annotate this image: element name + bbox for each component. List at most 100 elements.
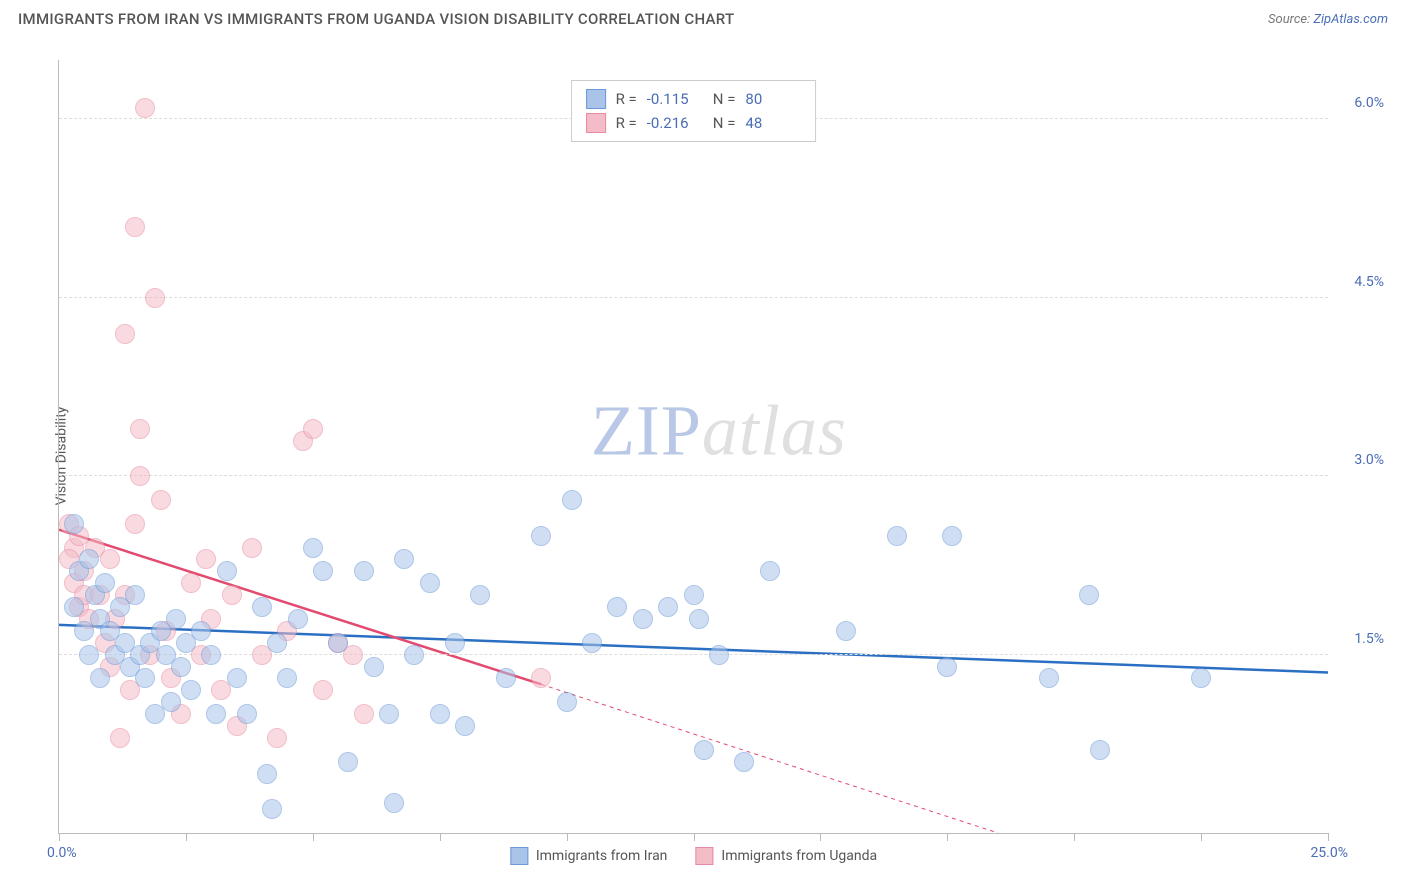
chart-header: IMMIGRANTS FROM IRAN VS IMMIGRANTS FROM … <box>0 0 1406 34</box>
data-point <box>222 585 242 605</box>
data-point <box>135 668 155 688</box>
data-point <box>937 657 957 677</box>
series-legend: Immigrants from Iran Immigrants from Uga… <box>510 847 877 865</box>
data-point <box>582 633 602 653</box>
data-point <box>404 645 424 665</box>
data-point <box>607 597 627 617</box>
data-point <box>262 799 282 819</box>
data-point <box>709 645 729 665</box>
data-point <box>379 704 399 724</box>
data-point <box>496 668 516 688</box>
data-point <box>354 704 374 724</box>
data-point <box>384 793 404 813</box>
data-point <box>1079 585 1099 605</box>
data-point <box>313 680 333 700</box>
data-point <box>151 490 171 510</box>
data-point <box>684 585 704 605</box>
legend-row-uganda: R = -0.216 N = 48 <box>586 111 802 135</box>
x-axis-min-label: 0.0% <box>47 845 77 861</box>
data-point <box>288 609 308 629</box>
data-point <box>227 668 247 688</box>
chart-title: IMMIGRANTS FROM IRAN VS IMMIGRANTS FROM … <box>18 10 734 28</box>
n-value-iran: 80 <box>745 90 801 108</box>
data-point <box>181 680 201 700</box>
x-tick <box>440 833 441 841</box>
data-point <box>1191 668 1211 688</box>
x-tick <box>1074 833 1075 841</box>
plot-area: ZIPatlas R = -0.115 N = 80 R = -0.216 N … <box>58 60 1328 834</box>
data-point <box>95 573 115 593</box>
data-point <box>303 419 323 439</box>
swatch-uganda-bottom <box>695 847 713 865</box>
r-value-uganda: -0.216 <box>647 114 703 132</box>
data-point <box>338 752 358 772</box>
data-point <box>237 704 257 724</box>
data-point <box>242 538 262 558</box>
data-point <box>1039 668 1059 688</box>
data-point <box>166 609 186 629</box>
data-point <box>79 549 99 569</box>
data-point <box>313 561 333 581</box>
correlation-legend: R = -0.115 N = 80 R = -0.216 N = 48 <box>571 80 817 142</box>
x-tick <box>1201 833 1202 841</box>
data-point <box>470 585 490 605</box>
data-point <box>445 633 465 653</box>
x-tick <box>567 833 568 841</box>
x-tick <box>186 833 187 841</box>
n-value-uganda: 48 <box>745 114 801 132</box>
data-point <box>257 764 277 784</box>
swatch-iran <box>586 89 606 109</box>
data-point <box>125 217 145 237</box>
data-point <box>191 621 211 641</box>
x-tick <box>694 833 695 841</box>
data-point <box>430 704 450 724</box>
data-point <box>125 514 145 534</box>
data-point <box>1090 740 1110 760</box>
y-tick-label: 4.5% <box>1354 274 1384 290</box>
watermark: ZIPatlas <box>591 390 847 473</box>
y-tick-label: 3.0% <box>1354 452 1384 468</box>
x-tick <box>1328 833 1329 841</box>
data-point <box>201 645 221 665</box>
data-point <box>90 668 110 688</box>
y-tick-label: 1.5% <box>1354 631 1384 647</box>
source-attribution: Source: ZipAtlas.com <box>1268 12 1388 27</box>
legend-row-iran: R = -0.115 N = 80 <box>586 87 802 111</box>
data-point <box>171 657 191 677</box>
data-point <box>217 561 237 581</box>
data-point <box>64 597 84 617</box>
data-point <box>277 668 297 688</box>
data-point <box>267 728 287 748</box>
legend-item-iran: Immigrants from Iran <box>510 847 668 865</box>
r-value-iran: -0.115 <box>647 90 703 108</box>
data-point <box>836 621 856 641</box>
data-point <box>364 657 384 677</box>
x-tick <box>59 833 60 841</box>
data-point <box>110 728 130 748</box>
data-point <box>328 633 348 653</box>
data-point <box>531 526 551 546</box>
data-point <box>303 538 323 558</box>
x-tick <box>820 833 821 841</box>
source-link[interactable]: ZipAtlas.com <box>1313 12 1388 27</box>
data-point <box>161 692 181 712</box>
data-point <box>145 288 165 308</box>
data-point <box>130 466 150 486</box>
data-point <box>557 692 577 712</box>
data-point <box>354 561 374 581</box>
data-point <box>196 549 216 569</box>
data-point <box>658 597 678 617</box>
y-tick-label: 6.0% <box>1354 95 1384 111</box>
swatch-iran-bottom <box>510 847 528 865</box>
data-point <box>420 573 440 593</box>
data-point <box>694 740 714 760</box>
swatch-uganda <box>586 113 606 133</box>
data-point <box>760 561 780 581</box>
data-point <box>633 609 653 629</box>
chart-container: Vision Disability ZIPatlas R = -0.115 N … <box>18 38 1388 874</box>
data-point <box>267 633 287 653</box>
data-point <box>887 526 907 546</box>
data-point <box>130 419 150 439</box>
data-point <box>135 98 155 118</box>
data-point <box>734 752 754 772</box>
